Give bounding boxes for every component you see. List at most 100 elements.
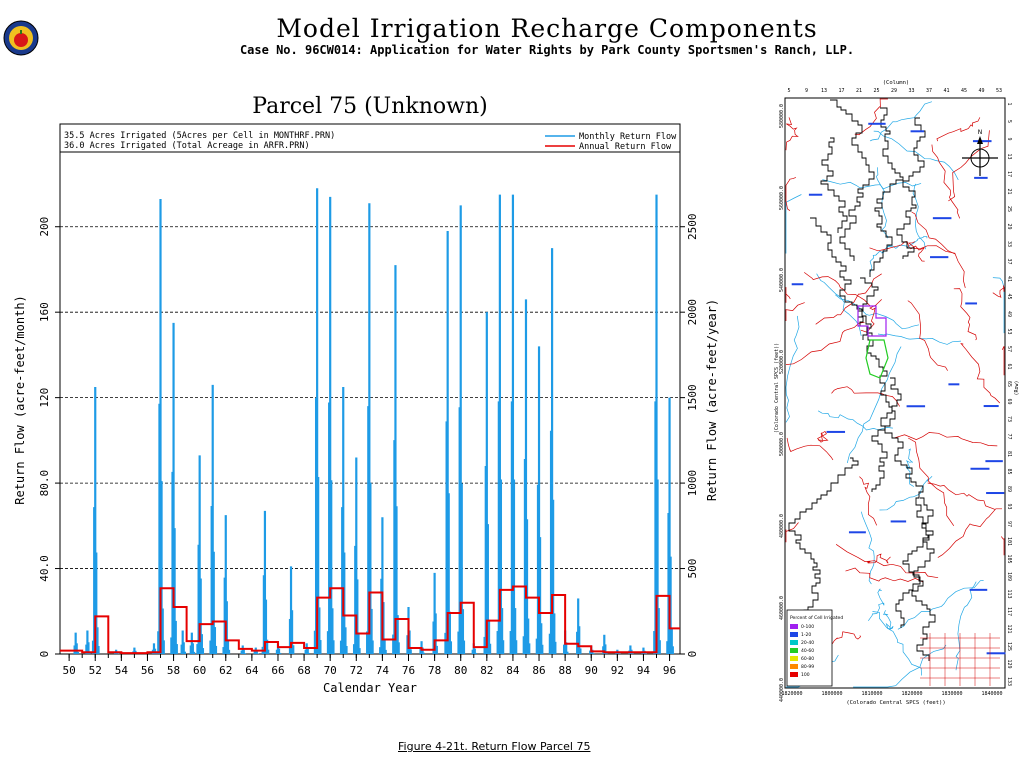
x-tick-label: 92 xyxy=(611,664,624,677)
x-tick-label: 88 xyxy=(559,664,572,677)
map-road xyxy=(869,241,956,254)
map-road xyxy=(859,476,878,526)
map-road xyxy=(893,432,998,447)
map-road xyxy=(931,144,961,219)
map-river xyxy=(873,130,959,181)
map-right-tick-label: 41 xyxy=(1006,276,1012,282)
map-left-tick-label: 440000.0 xyxy=(779,678,785,702)
map-river xyxy=(853,644,947,688)
map-road xyxy=(992,285,1005,298)
map-right-tick-label: 93 xyxy=(1006,503,1012,509)
map-legend-items: 0-100 1-20 20-40 40-60 60-80 80-99 100 xyxy=(790,624,814,678)
map-road xyxy=(908,437,955,526)
map-top-tick-label: 37 xyxy=(926,88,932,94)
figure-caption: Figure 4-21t. Return Flow Parcel 75 xyxy=(398,740,591,753)
x-tick-label: 62 xyxy=(219,664,232,677)
map-place-label xyxy=(972,140,992,143)
map-road xyxy=(785,287,791,303)
map-legend-swatch xyxy=(790,624,798,629)
map-road xyxy=(854,98,888,136)
map-frame xyxy=(784,97,1006,689)
map-left-axis-label: (Colorado Central SPCS (feet)) xyxy=(774,343,780,433)
map-river xyxy=(883,610,894,630)
y-right-tick-label: 1500 xyxy=(686,384,699,411)
map-parcel-boundary xyxy=(880,377,935,628)
map-road xyxy=(785,177,797,211)
return-flow-chart: Parcel 75 (Unknown) 35.5 Acres Irrigated… xyxy=(13,94,719,695)
map-bottom-axis-label: (Colorado Central SPCS (feet)) xyxy=(846,700,945,706)
map-top-tick-label: 33 xyxy=(908,88,914,94)
x-tick-label: 58 xyxy=(167,664,180,677)
map-road xyxy=(953,288,977,341)
map-left-tick-label: 540000.0 xyxy=(779,268,785,292)
map-legend-title: Percent of Cell Irrigated xyxy=(790,615,843,621)
map-river xyxy=(785,315,800,423)
y-left-tick-label: 80.0 xyxy=(38,470,51,497)
x-axis-label: Calendar Year xyxy=(323,681,417,695)
map-road xyxy=(960,343,1001,404)
x-tick-label: 52 xyxy=(89,664,102,677)
x-tick-label: 76 xyxy=(402,664,415,677)
map-legend-label: 40-60 xyxy=(801,648,814,654)
map-left-tick-label: 480000.0 xyxy=(779,514,785,538)
map-road xyxy=(815,273,882,325)
y-right-tick-label: 0 xyxy=(686,651,699,658)
map-right-tick-label: 29 xyxy=(1006,223,1012,229)
x-tick-label: 64 xyxy=(245,664,259,677)
map-right-tick-label: 77 xyxy=(1006,433,1012,439)
map-right-tick-label: 21 xyxy=(1006,188,1012,194)
map-right-tick-label: 105 xyxy=(1006,554,1012,563)
map-right-tick-label: 69 xyxy=(1006,398,1012,404)
legend-label-annual: Annual Return Flow xyxy=(579,142,672,152)
map-place-label xyxy=(932,217,952,220)
map-place-label xyxy=(808,193,823,196)
map-road xyxy=(907,300,948,371)
map-road xyxy=(866,553,891,564)
map-place-label xyxy=(906,405,926,408)
map-legend-label: 80-99 xyxy=(801,664,814,670)
map-place-label xyxy=(986,492,1005,495)
map-top-tick-label: 9 xyxy=(805,88,808,94)
map-road xyxy=(1001,346,1005,376)
map-place-label xyxy=(985,460,1003,463)
map-parcel-boundary xyxy=(869,107,904,277)
x-tick-label: 70 xyxy=(324,664,337,677)
map-parcel-boundary xyxy=(902,497,936,661)
map-top-tick-label: 49 xyxy=(978,88,984,94)
map-place-label xyxy=(970,467,990,470)
map-right-tick-label: 101 xyxy=(1006,537,1012,546)
map-right-tick-label: 45 xyxy=(1006,293,1012,299)
map-right-tick-label: 73 xyxy=(1006,416,1012,422)
y-axis-left-label: Return Flow (acre-feet/month) xyxy=(13,295,27,505)
map-right-tick-label: 129 xyxy=(1006,659,1012,668)
map-place-label xyxy=(791,283,804,286)
map-road xyxy=(835,544,939,579)
map-place-label xyxy=(868,122,886,125)
map-bottom-tick-label: 1840000 xyxy=(981,691,1002,697)
x-tick-label: 54 xyxy=(115,664,129,677)
x-tick-label: 72 xyxy=(350,664,363,677)
chart-note-2: 36.0 Acres Irrigated (Total Acreage in A… xyxy=(64,141,310,151)
map-road xyxy=(785,321,865,365)
y-right-tick-label: 2500 xyxy=(686,213,699,240)
map-top-tick-label: 21 xyxy=(856,88,862,94)
map-top-ticks: 5 9 13 17 21 25 29 33 37 41 45 49 53 xyxy=(787,88,1002,94)
map-legend-label: 1-20 xyxy=(801,632,811,638)
map-right-tick-label: 57 xyxy=(1006,346,1012,352)
x-tick-label: 94 xyxy=(637,664,651,677)
map-bottom-tick-label: 1820000 xyxy=(901,691,922,697)
map-legend-swatch xyxy=(790,648,798,653)
map-place-label xyxy=(826,430,846,433)
parcel-location-map: (Column) 5 9 13 17 21 25 29 33 37 41 45 49 53 580000… xyxy=(774,80,1020,706)
map-legend-swatch xyxy=(790,640,798,645)
map-parcel-boundary xyxy=(830,99,875,261)
y-left-tick-label: 0 xyxy=(38,651,51,658)
map-top-tick-label: 29 xyxy=(891,88,897,94)
map-river xyxy=(897,580,984,630)
map-road xyxy=(785,117,799,151)
map-road xyxy=(785,522,799,543)
map-bottom-tick-label: 1820000 xyxy=(781,691,802,697)
x-tick-label: 50 xyxy=(63,664,76,677)
annual-step-line xyxy=(60,585,680,655)
map-river xyxy=(992,277,1005,334)
